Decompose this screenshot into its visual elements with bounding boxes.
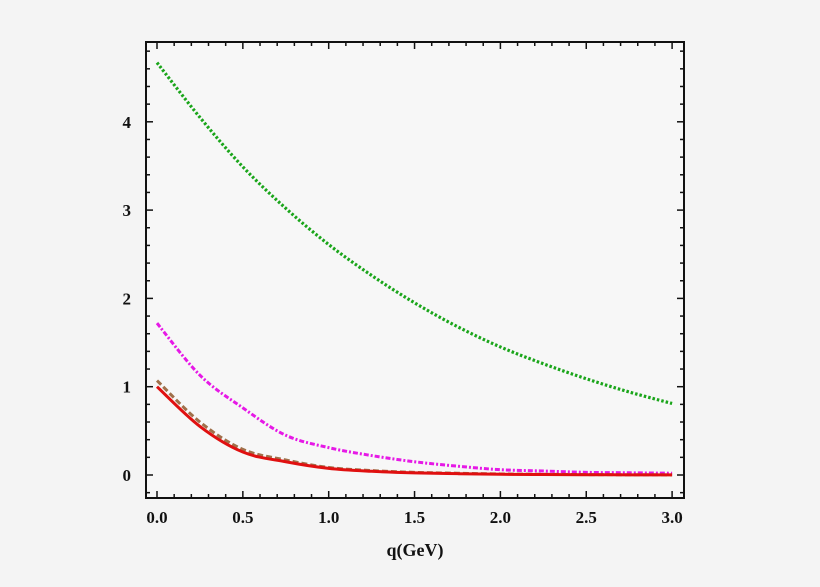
series-layer: [155, 61, 673, 477]
x-tick-label: 1.5: [404, 508, 425, 527]
series-red-solid: [155, 385, 673, 477]
x-tick-label: 3.0: [661, 508, 682, 527]
y-tick-label: 4: [123, 113, 132, 132]
x-tick-labels: 0.0 0.5 1.0 1.5 2.0 2.5 3.0: [146, 508, 682, 527]
minor-ticks: [146, 42, 684, 498]
y-tick-labels: 0 1 2 3 4: [123, 113, 132, 485]
y-tick-label: 0: [123, 466, 132, 485]
major-ticks: [146, 42, 684, 498]
plot-frame: [145, 41, 685, 499]
x-tick-label: 0.0: [146, 508, 167, 527]
x-tick-label: 2.5: [576, 508, 597, 527]
y-tick-label: 1: [123, 378, 132, 397]
series-magenta-dashdot: [155, 322, 673, 475]
x-tick-label: 2.0: [490, 508, 511, 527]
y-tick-label: 2: [123, 289, 132, 308]
x-axis-title: q(GeV): [387, 540, 444, 561]
x-tick-label: 0.5: [232, 508, 253, 527]
x-tick-label: 1.0: [318, 508, 339, 527]
y-tick-label: 3: [123, 201, 132, 220]
